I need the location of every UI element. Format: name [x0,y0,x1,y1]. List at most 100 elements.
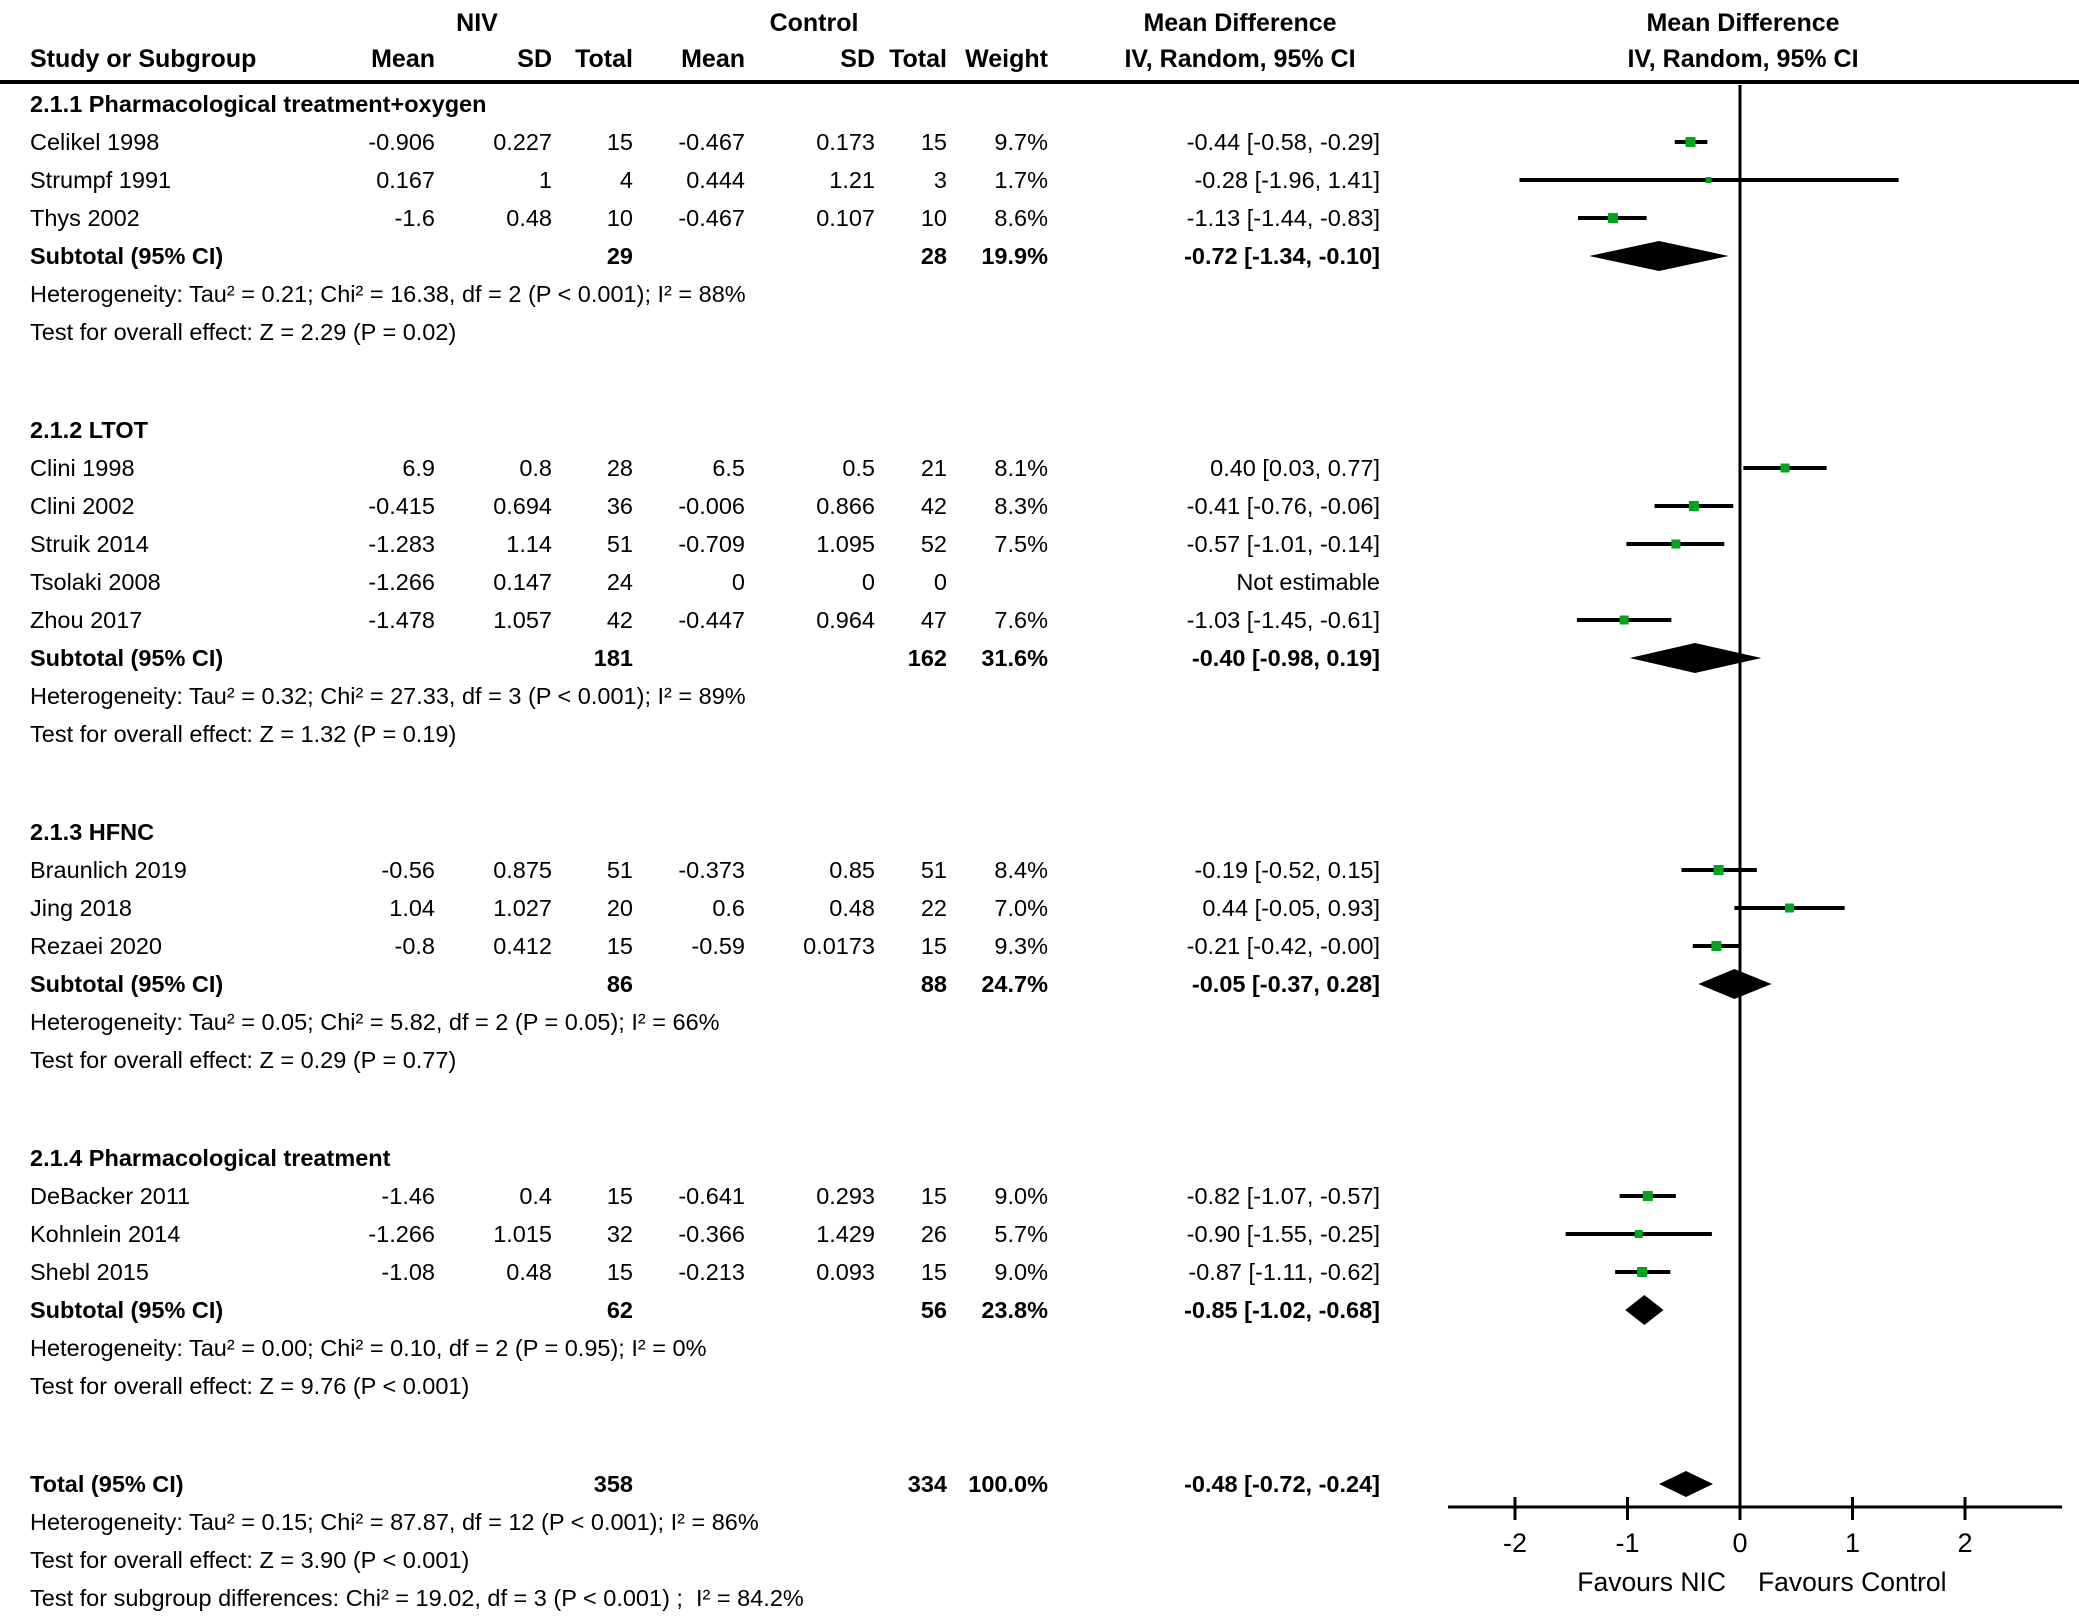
niv-total-cell: 51 [606,531,633,557]
ci-text-cell: -1.13 [-1.44, -0.83] [1186,205,1380,231]
ci-text-cell: Not estimable [1236,569,1380,595]
study-marker [1671,539,1681,549]
overall-effect-row: Test for overall effect: Z = 1.32 (P = 0… [0,715,2079,753]
ctl-total-cell: 42 [920,493,947,519]
overall-effect-text: Test for overall effect: Z = 2.29 (P = 0… [30,319,457,345]
heterogeneity-row: Heterogeneity: Tau² = 0.05; Chi² = 5.82,… [0,1003,2079,1041]
ctl-mean-cell: -0.366 [678,1221,745,1247]
ctl-mean-cell: 0 [731,569,745,595]
weight-cell: 31.6% [981,645,1048,671]
study-row: Braunlich 2019 -0.56 0.875 51 -0.373 0.85 51 8.… [0,851,2079,889]
study-marker [1642,1191,1653,1201]
niv-total-cell: 20 [606,895,633,921]
niv-total-cell: 62 [606,1297,633,1323]
niv-total-cell: 10 [606,205,633,231]
ci-text-cell: -0.57 [-1.01, -0.14] [1186,531,1380,557]
study-name: Shebl 2015 [30,1259,149,1285]
weight-cell: 8.4% [994,857,1048,883]
ctl-total-cell: 3 [933,167,947,193]
study-name: Clini 1998 [30,455,135,481]
study-marker [1685,137,1696,147]
ctl-sd-cell: 0.293 [816,1183,875,1209]
axis-tick-label: 2 [1957,1528,1972,1558]
subgroup-differences-row: Test for subgroup differences: Chi² = 19… [0,1579,2079,1617]
niv-sd-cell: 1.027 [493,895,552,921]
niv-total-cell: 29 [606,243,633,269]
weight-cell: 24.7% [981,971,1048,997]
ctl-total-cell: 0 [933,569,947,595]
subtotal-diamond [1698,969,1772,999]
ctl-total-cell: 15 [920,1183,947,1209]
niv-total-cell: 4 [619,167,633,193]
study-row: Kohnlein 2014 -1.266 1.015 32 -0.366 1.429 26 5… [0,1215,2079,1253]
niv-total-cell: 42 [606,607,633,633]
ci-text-cell: -0.19 [-0.52, 0.15] [1194,857,1380,883]
weight-cell: 7.5% [994,531,1048,557]
niv-sd-cell: 1.015 [493,1221,552,1247]
niv-total-cell: 86 [606,971,633,997]
mean-difference-text-header: Mean Difference [1143,9,1337,37]
study-row: Rezaei 2020 -0.8 0.412 15 -0.59 0.0173 15 9.3% -… [0,927,2079,965]
niv-sd-cell: 0.875 [493,857,552,883]
study-name: Celikel 1998 [30,129,160,155]
ctl-mean-cell: -0.709 [678,531,745,557]
ci-text-cell: 0.44 [-0.05, 0.93] [1202,895,1380,921]
niv-sd-cell: 0.8 [519,455,552,481]
niv-total-cell: 28 [606,455,633,481]
weight-cell: 19.9% [981,243,1048,269]
ci-text-cell: 0.40 [0.03, 0.77] [1210,455,1380,481]
mean-difference-plot-header: Mean Difference [1646,9,1840,37]
ctl-total-cell: 88 [920,971,947,997]
ctl-sd-cell: 0.964 [816,607,875,633]
niv-sd-cell: 0.227 [493,129,552,155]
weight-cell: 5.7% [994,1221,1048,1247]
study-name: Tsolaki 2008 [30,569,161,595]
ctl-total-cell: 56 [920,1297,947,1323]
weight-cell: 23.8% [981,1297,1048,1323]
study-name: Braunlich 2019 [30,857,187,883]
study-marker [1619,615,1629,625]
total-row: Total (95% CI) 358 334 100.0% -0.48 [-0.72, … [0,1465,2079,1503]
col-study-header: Study or Subgroup [30,45,257,73]
total-label: Total (95% CI) [30,1471,184,1497]
niv-sd-cell: 0.48 [506,1259,552,1285]
ci-text-cell: -0.85 [-1.02, -0.68] [1184,1297,1380,1323]
niv-sd-cell: 1.14 [506,531,552,557]
study-row: DeBacker 2011 -1.46 0.4 15 -0.641 0.293 15 9.0%… [0,1177,2079,1215]
heterogeneity-text: Heterogeneity: Tau² = 0.32; Chi² = 27.33… [30,683,746,709]
ctl-total-cell: 28 [920,243,947,269]
ctl-total-cell: 52 [920,531,947,557]
ctl-mean-cell: -0.59 [691,933,745,959]
subtotal-row: Subtotal (95% CI) 86 88 24.7% -0.05 [-0.37, … [0,965,2079,1003]
ctl-sd-cell: 0.0173 [803,933,875,959]
niv-total-cell: 51 [606,857,633,883]
subtotal-row: Subtotal (95% CI) 181 162 31.6% -0.40 [-0.98… [0,639,2079,677]
subtotal-label: Subtotal (95% CI) [30,243,224,269]
ctl-mean-cell: -0.467 [678,129,745,155]
overall-effect-text: Test for overall effect: Z = 0.29 (P = 0… [30,1047,457,1073]
ctl-sd-cell: 0.48 [829,895,875,921]
niv-mean-cell: -1.46 [381,1183,435,1209]
niv-mean-cell: -0.56 [381,857,435,883]
ctl-mean-cell: 6.5 [712,455,745,481]
study-row: Zhou 2017 -1.478 1.057 42 -0.447 0.964 47 7.6% -… [0,601,2079,639]
weight-cell: 9.7% [994,129,1048,155]
ctl-total-cell: 15 [920,129,947,155]
weight-cell: 1.7% [994,167,1048,193]
niv-total-cell: 36 [606,493,633,519]
niv-mean-cell: 6.9 [402,455,435,481]
ci-text-cell: -0.87 [-1.11, -0.62] [1188,1259,1380,1285]
subtotal-diamond [1589,241,1729,271]
study-marker [1634,1230,1643,1238]
study-marker [1780,463,1790,473]
subtotal-diamond [1625,1295,1664,1325]
study-row: Strumpf 1991 0.167 1 4 0.444 1.21 3 1.7% -0.28 [… [0,161,2079,199]
subgroup-header-row: 2.1.3 HFNC [0,813,2079,851]
ctl-sd-cell: 0.5 [842,455,875,481]
heterogeneity-row: Heterogeneity: Tau² = 0.21; Chi² = 16.38… [0,275,2079,313]
subgroup-title: 2.1.1 Pharmacological treatment+oxygen [30,91,487,117]
ctl-total-cell: 26 [920,1221,947,1247]
study-marker [1705,177,1712,183]
ci-text-cell: -0.72 [-1.34, -0.10] [1184,243,1380,269]
